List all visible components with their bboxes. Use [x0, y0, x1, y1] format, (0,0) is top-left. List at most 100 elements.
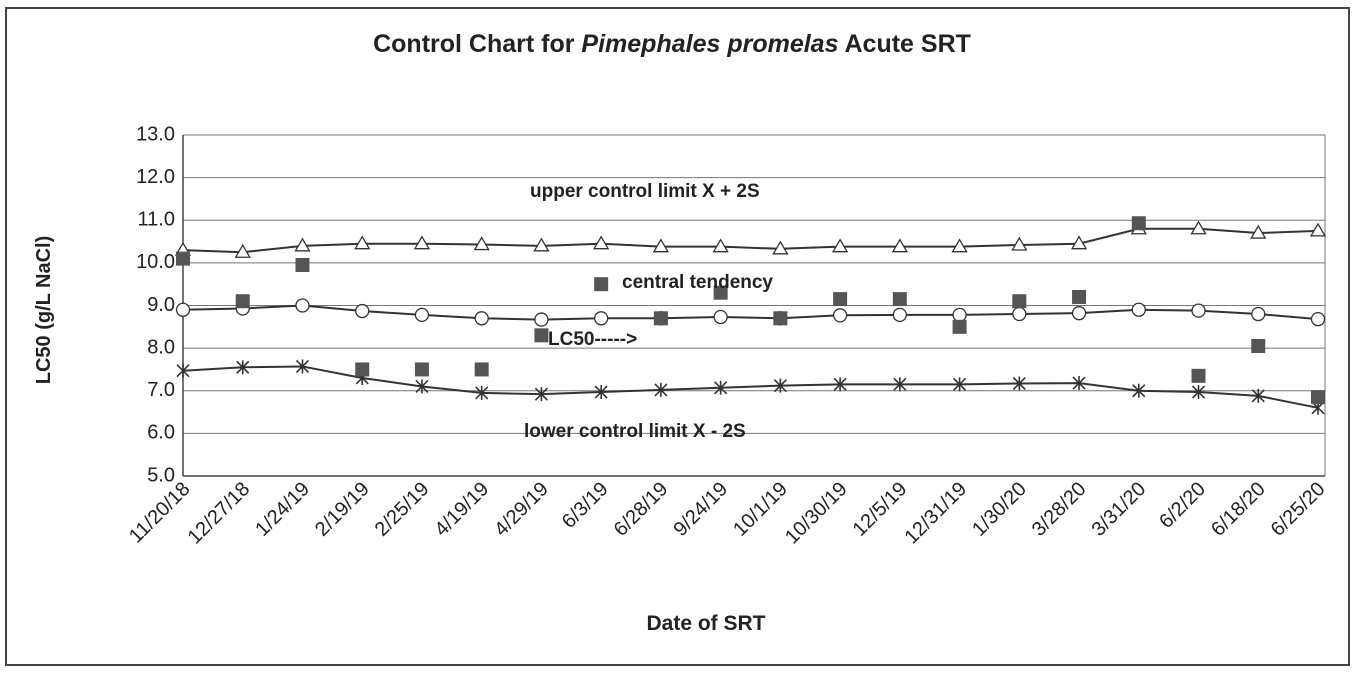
square-marker [176, 251, 190, 266]
title-part: Control Chart for [373, 30, 581, 58]
annotation: upper control limit X + 2S [530, 181, 760, 202]
square-marker [1251, 338, 1266, 353]
square-marker [1072, 289, 1087, 304]
triangle-marker [1190, 220, 1207, 235]
circle-marker [594, 311, 609, 326]
circle-marker [355, 303, 370, 319]
square-marker [1311, 390, 1325, 405]
triangle-marker [354, 235, 371, 250]
square-marker [235, 294, 250, 309]
circle-marker [534, 312, 549, 327]
x-tick-label: 6/18/20 [1207, 478, 1270, 541]
square-marker [594, 277, 609, 292]
star-marker [833, 377, 847, 392]
x-tick-label: 3/28/20 [1028, 478, 1091, 541]
star-marker [475, 385, 489, 400]
triangle-marker [593, 235, 610, 250]
x-tick-label: 9/24/19 [669, 478, 732, 541]
triangle-marker [712, 238, 729, 253]
y-tick-label: 11.0 [138, 209, 175, 231]
square-marker [892, 292, 907, 307]
square-marker [773, 311, 788, 326]
star-marker [534, 387, 548, 402]
square-marker [653, 311, 668, 326]
circle-marker [414, 307, 430, 323]
x-tick-label: 12/31/19 [901, 478, 972, 549]
series-line [182, 227, 1319, 254]
x-tick-label: 1/30/20 [968, 478, 1031, 541]
circle-marker [713, 309, 728, 325]
triangle-marker [891, 238, 908, 253]
x-tick-label: 6/3/19 [558, 478, 613, 533]
circle-marker [474, 311, 489, 326]
circle-marker [832, 308, 848, 323]
x-tick-label: 12/27/18 [184, 478, 255, 549]
square-marker [1131, 216, 1146, 231]
star-marker [1132, 383, 1146, 398]
x-tick-label: 1/24/19 [251, 478, 314, 541]
circle-marker [1251, 306, 1266, 322]
series-line [182, 304, 1319, 321]
circle-marker [175, 302, 191, 317]
triangle-marker [772, 240, 789, 255]
circle-marker [1310, 311, 1326, 327]
triangle-marker [1011, 236, 1028, 251]
circle-marker [952, 307, 967, 323]
x-tick-label: 2/25/19 [371, 478, 434, 541]
square-marker [355, 362, 370, 377]
y-tick-label: 12.0 [136, 166, 175, 188]
y-axis-title: LC50 (g/L NaCl) [33, 236, 55, 385]
star-marker [1251, 388, 1265, 403]
circle-marker [1012, 306, 1027, 322]
star-marker [594, 385, 608, 400]
triangle-marker [294, 237, 311, 252]
x-tick-label: 4/19/19 [430, 478, 493, 541]
triangle-marker [1070, 235, 1088, 250]
star-marker [714, 380, 728, 395]
x-tick-label: 10/30/19 [781, 478, 852, 549]
star-marker [176, 363, 190, 378]
y-tick-label: 9.0 [147, 294, 175, 316]
y-tick-label: 10.0 [136, 251, 175, 273]
x-tick-label: 2/19/19 [311, 478, 374, 541]
square-marker [713, 285, 728, 300]
triangle-marker [831, 238, 849, 253]
star-marker [415, 379, 429, 394]
annotation: LC50-----> [548, 329, 637, 350]
x-tick-label: 11/20/18 [125, 478, 195, 548]
star-marker [236, 360, 250, 375]
triangle-marker [1309, 222, 1327, 237]
circle-marker [1191, 303, 1206, 318]
circle-marker [892, 307, 907, 323]
y-tick-label: 13.0 [136, 123, 175, 145]
square-marker [534, 328, 549, 343]
series-line [182, 365, 1319, 409]
square-marker [833, 292, 848, 307]
x-axis-title: Date of SRT [646, 612, 765, 635]
triangle-marker [413, 235, 431, 250]
title-species: Pimephales promelas [581, 30, 838, 58]
star-marker [1012, 376, 1026, 391]
triangle-marker [234, 243, 251, 258]
square-marker [474, 362, 489, 377]
chart-title: Control Chart for Pimephales promelas Ac… [373, 30, 971, 58]
star-marker [654, 382, 668, 397]
triangle-marker [1250, 224, 1267, 239]
triangle-marker [533, 237, 550, 252]
square-marker [414, 362, 429, 377]
circle-marker [295, 298, 310, 313]
y-tick-label: 7.0 [147, 379, 175, 401]
square-marker [295, 258, 310, 273]
x-tick-label: 6/28/19 [610, 478, 673, 541]
circle-marker [1071, 306, 1087, 321]
title-part: Acute SRT [838, 30, 970, 58]
chart-border [5, 7, 1350, 666]
star-marker [893, 377, 907, 392]
square-marker [952, 319, 967, 334]
x-tick-label: 3/31/20 [1088, 478, 1151, 541]
star-marker [1191, 385, 1206, 400]
x-tick-label: 4/29/19 [490, 478, 553, 541]
annotation: lower control limit X - 2S [524, 421, 746, 442]
